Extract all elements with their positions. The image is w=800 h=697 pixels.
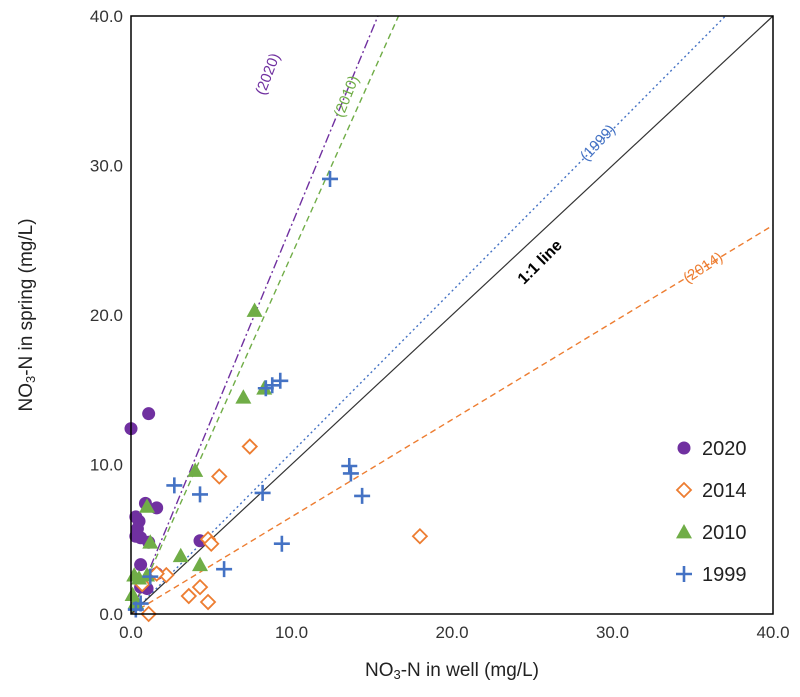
- data-point-1999-10: [273, 535, 290, 552]
- y-tick-label: 40.0: [90, 7, 123, 26]
- x-tick-label: 10.0: [275, 623, 308, 642]
- reference-line-layer: [130, 15, 774, 615]
- data-point-1999-5: [192, 486, 209, 503]
- data-points-layer: [124, 170, 429, 623]
- data-point-2014-6: [191, 578, 209, 596]
- trendline-2010: [131, 16, 400, 614]
- legend-label-2014: 2014: [702, 480, 747, 502]
- data-point-2010-5: [142, 534, 159, 549]
- x-tick-label: 30.0: [596, 623, 629, 642]
- data-point-1999-0: [322, 170, 339, 187]
- data-point-2010-1: [235, 389, 252, 404]
- data-point-2014-3: [202, 535, 220, 553]
- data-point-1999-8: [342, 465, 359, 482]
- tick-labels-layer: 0.0 10.0 20.0 30.0 40.0 0.0 10.0 20.0 30.0 40.0: [90, 7, 790, 642]
- data-point-1999-9: [354, 487, 371, 504]
- data-point-2014-7: [180, 587, 198, 605]
- data-point-2010-0: [246, 302, 263, 317]
- y-tick-label: 10.0: [90, 456, 123, 475]
- data-point-2014-0: [241, 438, 259, 455]
- data-point-2010-6: [172, 547, 189, 563]
- legend-marker-2014: [675, 481, 693, 499]
- y-tick-label: 30.0: [90, 157, 123, 176]
- data-point-2020-10: [134, 558, 148, 572]
- x-tick-label: 0.0: [119, 623, 143, 642]
- data-point-2014-1: [211, 468, 228, 485]
- data-point-1999-3: [257, 380, 274, 397]
- legend-label-2020: 2020: [702, 438, 747, 460]
- x-tick-label: 40.0: [756, 623, 789, 642]
- data-point-1999-6: [254, 484, 271, 501]
- legend-label-2010: 2010: [702, 522, 747, 544]
- data-point-2020-1: [142, 407, 156, 421]
- legend-label-1999: 1999: [702, 564, 747, 586]
- legend-marker-1999: [676, 566, 692, 582]
- data-point-1999-11: [216, 561, 233, 578]
- data-point-1999-1: [272, 372, 289, 389]
- plot-area-frame: [130, 15, 774, 615]
- data-point-2014-8: [199, 593, 217, 611]
- data-point-2010-3: [187, 462, 204, 477]
- data-point-2014-10: [411, 527, 429, 545]
- legend-item-2014: 2014: [675, 480, 747, 502]
- y-tick-label: 0.0: [99, 605, 123, 624]
- legend-item-2020: 2020: [677, 438, 747, 460]
- data-point-2010-4: [139, 498, 156, 513]
- legend-item-1999: 1999: [676, 564, 747, 586]
- legend-item-2010: 2010: [676, 522, 747, 544]
- data-point-1999-7: [341, 457, 358, 474]
- legend-marker-2020: [677, 441, 691, 455]
- data-point-1999-12: [142, 568, 159, 585]
- data-point-2010-7: [192, 556, 209, 572]
- one-to-one-line: [130, 15, 774, 615]
- legend: 2020 2014 2010 1999: [675, 438, 747, 586]
- legend-marker-2010: [676, 524, 692, 539]
- trendline-1999: [131, 16, 726, 614]
- x-tick-label: 20.0: [435, 623, 468, 642]
- y-tick-label: 20.0: [90, 306, 123, 325]
- x-axis-label: NO3-N in well (mg/L): [365, 660, 539, 682]
- data-point-1999-4: [166, 477, 183, 494]
- trendline-2014: [131, 224, 773, 614]
- y-axis-label: NO3-N in spring (mg/L): [16, 218, 38, 411]
